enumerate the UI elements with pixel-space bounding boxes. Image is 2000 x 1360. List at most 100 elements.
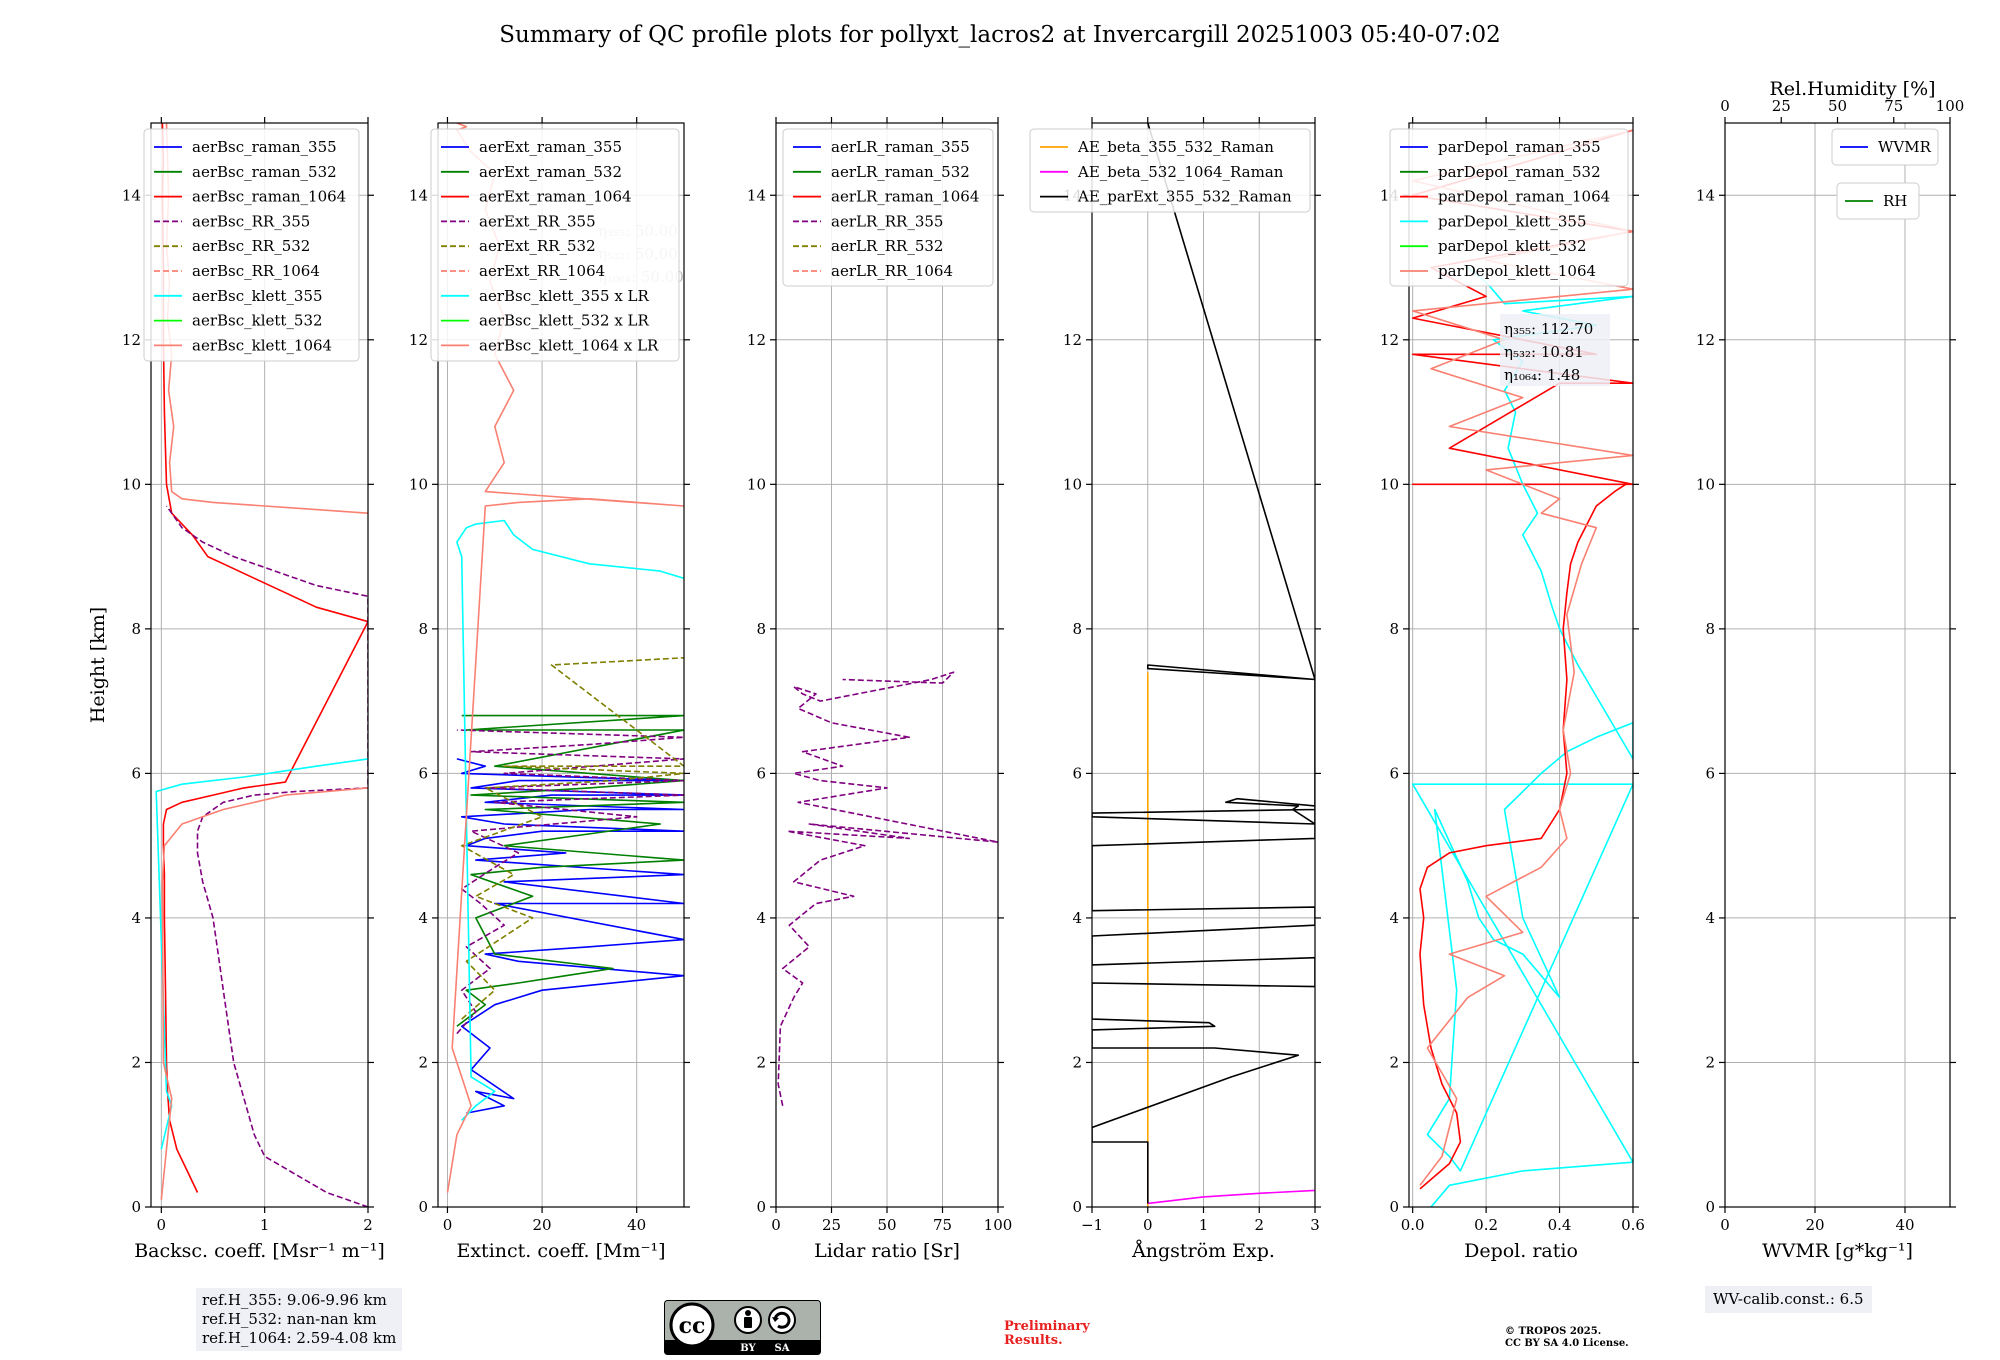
legend-label: aerLR_RR_532	[831, 237, 943, 255]
legend-label: parDepol_klett_355	[1438, 212, 1587, 230]
y-tick-label: 14	[409, 186, 428, 204]
top-x-tick-label: 75	[1884, 97, 1903, 115]
x-axis-label: Ångström Exp.	[1131, 1240, 1275, 1262]
legend-label: aerBsc_klett_532	[192, 312, 323, 330]
y-tick-label: 0	[1072, 1198, 1082, 1216]
x-axis-label: Backsc. coeff. [Msr⁻¹ m⁻¹]	[134, 1240, 385, 1262]
legend-label: aerExt_RR_355	[479, 212, 596, 230]
y-tick-label: 4	[1072, 909, 1082, 927]
legend-label: aerBsc_RR_1064	[192, 262, 320, 280]
series-klett_355_x_LR	[456, 519, 684, 1121]
y-tick-label: 8	[756, 620, 766, 638]
preliminary-line-1: Preliminary	[1004, 1319, 1090, 1334]
eta-value: η₁₀₆₄: 1.48	[1504, 366, 1580, 384]
ref-height-355: ref.H_355: 9.06-9.96 km	[202, 1291, 387, 1309]
legend-label: aerBsc_klett_355	[192, 287, 323, 305]
legend: aerExt_raman_355 aerExt_raman_532 aerExt_r…	[430, 128, 680, 362]
y-tick-label: 4	[131, 909, 141, 927]
legend-water-vapor: WVMR RH	[1831, 128, 1939, 220]
y-tick-label: 6	[131, 764, 141, 782]
legend-frame	[1389, 128, 1629, 287]
series-aerLR_RR_355	[777, 671, 998, 1106]
legend-label: WVMR	[1878, 138, 1932, 156]
eta-box	[1500, 314, 1610, 386]
y-tick-label: 0	[418, 1198, 428, 1216]
series-AE_beta_532_1064_Raman	[1147, 1189, 1315, 1205]
ref-height-box: ref.H_355: 9.06-9.96 km ref.H_532: nan-n…	[196, 1288, 403, 1351]
copyright-line-1: © TROPOS 2025.	[1505, 1326, 1602, 1337]
y-tick-label: 2	[418, 1053, 428, 1071]
x-tick-label: 0	[1720, 1216, 1730, 1234]
legend-label: aerExt_raman_1064	[479, 188, 632, 206]
eta-annotations: η₃₅₅: 112.70 η₅₃₂: 10.81 η₁₀₆₄: 1.48	[1500, 314, 1610, 386]
y-tick-label: 0	[1389, 1198, 1399, 1216]
y-tick-label: 6	[756, 764, 766, 782]
x-tick-label: 40	[1895, 1216, 1914, 1234]
axes-frame	[437, 122, 685, 1208]
top-axis-label: Rel.Humidity [%]	[1769, 78, 1935, 100]
x-tick-label: 1	[1199, 1216, 1209, 1234]
copyright-note: © TROPOS 2025. CC BY SA 4.0 License.	[1505, 1326, 1629, 1350]
y-tick-label: 12	[122, 331, 141, 349]
x-tick-label: 0.2	[1474, 1216, 1498, 1234]
y-tick-label: 8	[1072, 620, 1082, 638]
y-tick-label: 14	[747, 186, 766, 204]
x-tick-label: 0.0	[1401, 1216, 1425, 1234]
x-tick-label: 0.4	[1548, 1216, 1572, 1234]
y-tick-label: 4	[756, 909, 766, 927]
top-x-tick-label: 0	[1720, 97, 1730, 115]
legend-frame	[1831, 128, 1939, 166]
x-axis-label: Lidar ratio [Sr]	[814, 1240, 960, 1262]
series-parDepol_klett_355	[1411, 266, 1633, 1207]
x-tick-label: 50	[877, 1216, 896, 1234]
y-tick-label: 8	[418, 620, 428, 638]
top-x-tick-label: 25	[1772, 97, 1791, 115]
x-tick-label: 0	[1143, 1216, 1153, 1234]
legend-label: aerLR_RR_355	[831, 212, 943, 230]
panel-lidar_ratio: 0 25 50 75 100 0 2 4 6 8 10 12 14 Lidar ratio [Sr] aer…	[747, 117, 1012, 1262]
legend-frame	[143, 128, 360, 362]
series-aerBsc_klett_1064	[160, 787, 368, 1200]
x-tick-label: 0.6	[1621, 1216, 1645, 1234]
x-tick-label: 25	[822, 1216, 841, 1234]
y-tick-label: 10	[409, 475, 428, 493]
y-tick-label: 12	[409, 331, 428, 349]
legend-label: parDepol_raman_1064	[1438, 188, 1610, 206]
legend-label: aerBsc_klett_1064	[192, 336, 332, 354]
y-tick-label: 2	[1389, 1053, 1399, 1071]
preliminary-line-2: Results.	[1004, 1333, 1063, 1348]
y-tick-label: 10	[747, 475, 766, 493]
legend-label: aerBsc_raman_1064	[192, 188, 346, 206]
page-title: Summary of QC profile plots for pollyxt_…	[499, 22, 1501, 48]
legend-label: aerBsc_RR_532	[192, 237, 310, 255]
y-tick-label: 6	[1705, 764, 1715, 782]
panel-angstrom: −1012302468101214Ångström Exp.AE_beta_35…	[1029, 117, 1321, 1262]
x-axis-label: Extinct. coeff. [Mm⁻¹]	[456, 1240, 665, 1262]
series-aerExt_RR_532	[460, 657, 684, 1020]
y-tick-label: 12	[1380, 331, 1399, 349]
x-tick-label: 100	[984, 1216, 1013, 1234]
legend-label: aerLR_raman_1064	[831, 188, 979, 206]
y-tick-label: 2	[131, 1053, 141, 1071]
legend-label: aerExt_raman_355	[479, 138, 622, 156]
series-aerExt_raman_355	[456, 758, 684, 1114]
legend-label: aerBsc_klett_1064 x LR	[479, 336, 659, 354]
x-axis-label: WVMR [g*kg⁻¹]	[1762, 1240, 1913, 1262]
x-tick-label: 2	[1254, 1216, 1264, 1234]
x-tick-label: 20	[533, 1216, 552, 1234]
y-tick-label: 2	[756, 1053, 766, 1071]
y-tick-label: 0	[756, 1198, 766, 1216]
legend-label: parDepol_klett_1064	[1438, 262, 1596, 280]
top-x-tick-label: 100	[1936, 97, 1965, 115]
y-tick-label: 8	[1389, 620, 1399, 638]
y-axis-label: Height [km]	[87, 607, 109, 723]
axes-frame	[1408, 122, 1634, 1208]
series-aerExt_raman_532	[456, 714, 684, 1027]
axes-frame	[1724, 122, 1951, 1208]
legend-label: AE_parExt_355_532_Raman	[1077, 188, 1292, 206]
x-tick-label: −1	[1081, 1216, 1103, 1234]
cc-sa-label: SA	[775, 1343, 790, 1354]
